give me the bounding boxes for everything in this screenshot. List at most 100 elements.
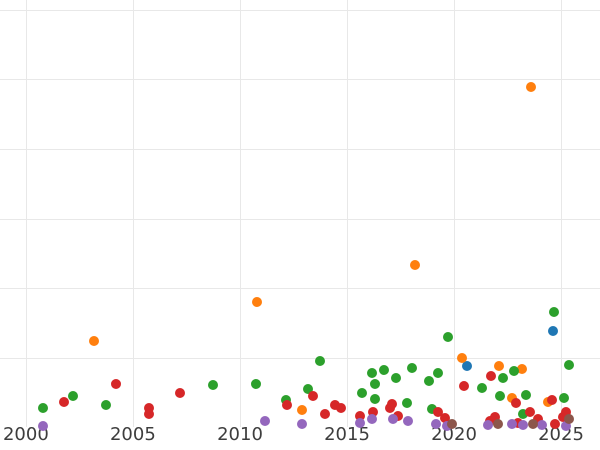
data-point-green	[281, 394, 291, 405]
data-point-green	[424, 376, 434, 386]
data-point-purple	[483, 419, 493, 430]
data-point-purple	[561, 420, 571, 431]
data-point-green	[401, 397, 412, 408]
data-point-red	[511, 397, 522, 408]
data-point-red	[282, 400, 292, 411]
data-point-blue	[548, 325, 559, 336]
data-point-orange	[526, 82, 537, 93]
data-point-brown	[564, 413, 574, 424]
data-point-green	[559, 392, 569, 403]
data-point-brown	[528, 418, 538, 429]
horizontal-gridline	[0, 149, 600, 151]
x-tick-label: 2010	[217, 424, 263, 445]
data-point-red	[561, 407, 571, 418]
data-point-green	[357, 387, 367, 398]
data-point-green	[443, 331, 453, 342]
horizontal-gridline	[0, 358, 600, 359]
data-point-green	[251, 378, 261, 389]
data-point-red	[550, 418, 560, 429]
data-point-green	[370, 393, 380, 404]
x-tick-label: 2005	[109, 424, 156, 445]
x-tick-label: 2025	[538, 424, 584, 445]
data-point-green	[498, 372, 508, 383]
data-point-purple	[517, 419, 528, 430]
data-point-orange	[494, 361, 504, 372]
data-point-purple	[260, 415, 270, 426]
data-point-green	[433, 367, 443, 378]
data-point-orange	[456, 353, 467, 363]
vertical-gridline	[25, 0, 27, 427]
data-point-green	[495, 391, 505, 402]
data-point-red	[319, 408, 330, 419]
data-point-red	[459, 380, 470, 391]
data-point-red	[547, 394, 558, 405]
data-point-purple	[297, 418, 307, 429]
data-point-green	[370, 378, 380, 389]
data-point-red	[355, 410, 365, 421]
data-point-red	[490, 411, 501, 422]
data-point-green	[37, 402, 48, 413]
data-point-red	[111, 378, 121, 389]
data-point-blue	[462, 361, 473, 372]
data-point-purple	[37, 420, 48, 431]
data-point-red	[386, 399, 397, 409]
data-point-green	[427, 403, 437, 414]
data-point-green	[517, 408, 528, 419]
x-tick-label: 2000	[2, 424, 49, 445]
vertical-gridline	[240, 0, 241, 427]
data-point-red	[144, 402, 154, 413]
data-point-purple	[367, 413, 377, 424]
data-point-red	[440, 413, 450, 423]
data-point-green	[520, 390, 531, 400]
data-point-purple	[507, 418, 517, 429]
data-point-red	[433, 406, 443, 417]
data-point-orange	[89, 335, 99, 346]
data-point-purple	[403, 416, 413, 427]
vertical-gridline	[561, 0, 562, 427]
data-point-orange	[517, 363, 528, 374]
data-point-red	[486, 370, 496, 381]
vertical-gridline	[454, 0, 455, 427]
data-point-green	[391, 372, 401, 383]
data-point-red	[367, 407, 378, 418]
data-point-red	[392, 410, 403, 421]
data-point-red	[175, 387, 185, 398]
data-point-green	[379, 364, 389, 375]
data-point-purple	[388, 413, 398, 424]
data-point-red	[336, 402, 346, 413]
data-point-green	[208, 379, 218, 390]
vertical-gridline	[132, 0, 134, 427]
data-point-orange	[410, 259, 421, 270]
data-point-purple	[355, 417, 365, 428]
data-point-green	[367, 367, 377, 378]
data-point-brown	[493, 418, 504, 429]
data-point-green	[564, 360, 574, 370]
data-point-brown	[447, 418, 458, 429]
data-point-orange	[297, 404, 307, 415]
data-point-red	[59, 396, 69, 407]
data-point-red	[144, 408, 154, 419]
data-point-purple	[441, 420, 452, 431]
horizontal-gridline	[0, 218, 600, 220]
data-point-green	[477, 383, 488, 393]
horizontal-gridline	[0, 79, 600, 81]
data-point-purple	[431, 418, 441, 429]
data-point-red	[330, 400, 340, 411]
data-point-red	[533, 414, 544, 425]
x-tick-label: 2015	[324, 424, 370, 445]
data-point-orange	[251, 296, 262, 307]
vertical-gridline	[347, 0, 348, 427]
data-point-green	[315, 355, 325, 366]
data-point-red	[308, 390, 318, 401]
data-point-green	[549, 307, 559, 318]
horizontal-gridline	[0, 288, 600, 290]
horizontal-gridline	[0, 9, 600, 11]
data-point-red	[525, 406, 535, 417]
data-point-purple	[537, 419, 547, 430]
data-point-green	[508, 365, 519, 376]
data-point-green	[407, 362, 418, 373]
data-point-green	[68, 390, 78, 401]
data-point-green	[101, 399, 111, 410]
data-point-green	[303, 383, 313, 394]
